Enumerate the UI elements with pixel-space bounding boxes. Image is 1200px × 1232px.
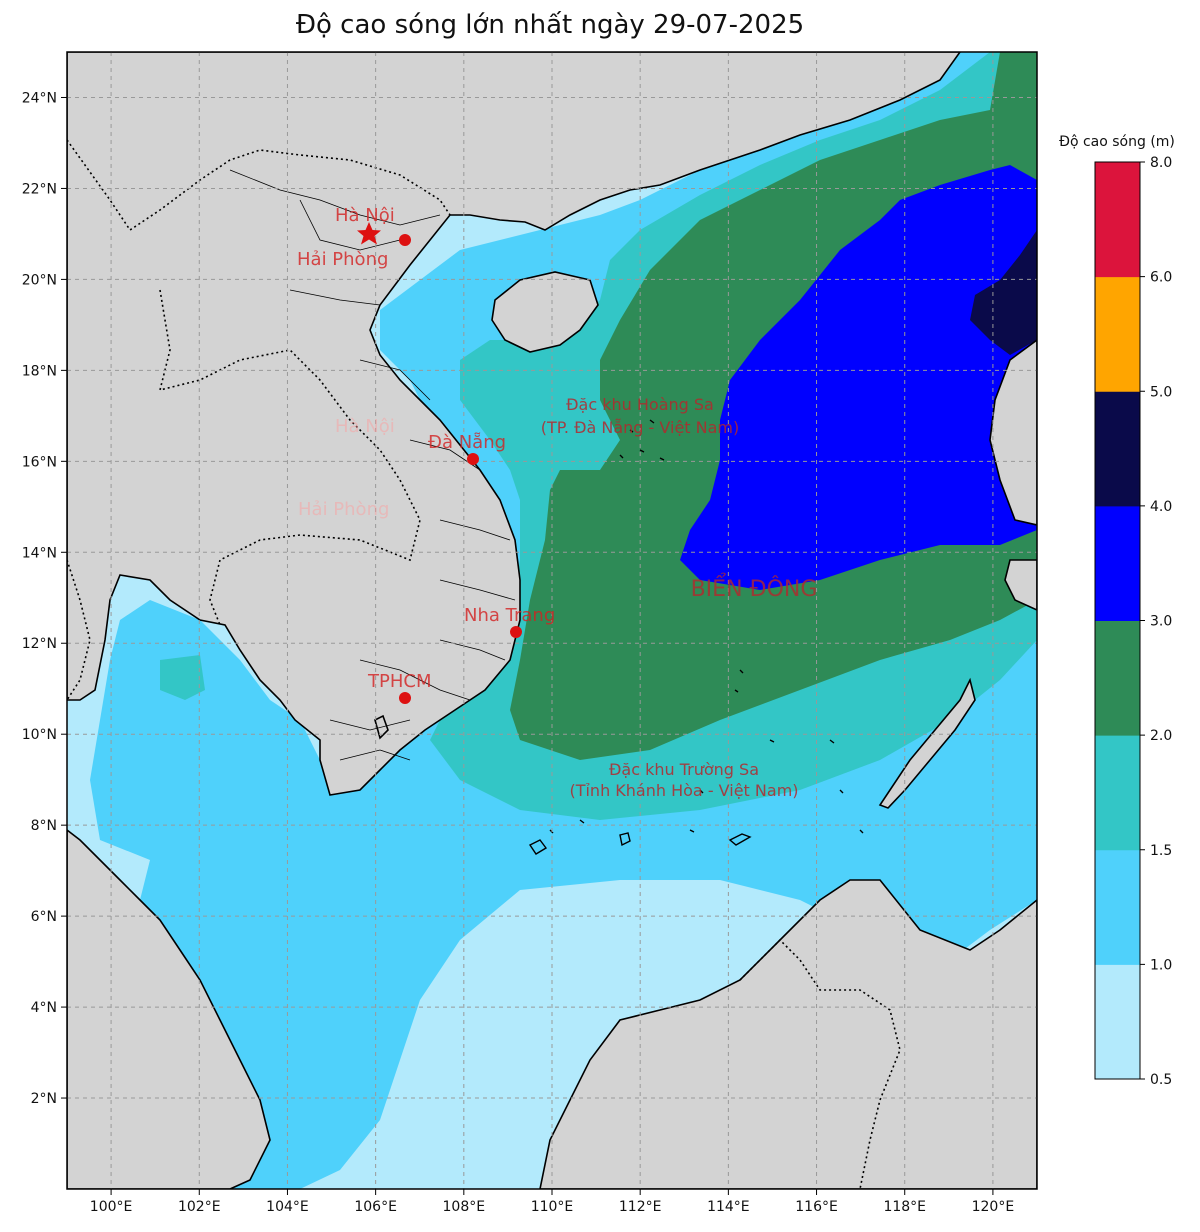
x-tick-label: 100°E	[90, 1199, 133, 1215]
colorbar-tick-label: 2.0	[1150, 728, 1172, 744]
region-hoang-sa-line1: Đặc khu Hoàng Sa	[566, 395, 714, 414]
city-label-ha-noi: Hà Nội	[335, 205, 395, 226]
land-mindoro-palawan	[878, 677, 976, 809]
region-truong-sa-line1: Đặc khu Trường Sa	[609, 760, 759, 779]
dot-icon	[510, 626, 522, 638]
land-borneo	[539, 879, 1037, 1189]
land-malay-peninsula	[67, 828, 271, 1189]
y-tick-label: 10°N	[22, 727, 57, 743]
ghost-label-ha-noi: Hà Nội	[335, 416, 395, 437]
y-tick-label: 4°N	[31, 1000, 57, 1016]
colorbar-tick-label: 1.5	[1150, 843, 1172, 859]
colorbar-tick-label: 3.0	[1150, 614, 1172, 630]
y-tick-label: 24°N	[22, 90, 57, 106]
colorbar-segments	[1095, 162, 1140, 1080]
city-label-hai-phong: Hải Phòng	[297, 249, 388, 270]
y-tick-label: 12°N	[22, 636, 57, 652]
land-mainland	[67, 52, 961, 796]
city-label-nha-trang: Nha Trang	[464, 605, 555, 626]
city-label-da-nang: Đà Nẵng	[428, 432, 506, 453]
y-tick-label: 6°N	[31, 909, 57, 925]
colorbar-ticks: 0.5 1.0 1.5 2.0 3.0 4.0 5.0 6.0 8.0	[1140, 155, 1172, 1088]
ghost-label-hai-phong: Hải Phòng	[298, 499, 389, 520]
colorbar-tick-label: 1.0	[1150, 957, 1172, 973]
city-labels: Hà Nội Hải Phòng Đà Nẵng Nha Trang TPHCM	[297, 205, 555, 692]
dot-icon	[399, 692, 411, 704]
x-tick-label: 102°E	[178, 1199, 221, 1215]
colorbar-tick-label: 5.0	[1150, 384, 1172, 400]
sea-label-bien-dong: BIỂN ĐÔNG	[691, 574, 818, 602]
colorbar-title: Độ cao sóng (m)	[1059, 134, 1175, 150]
land-visayas	[1004, 559, 1037, 611]
region-hoang-sa-line2: (TP. Đà Nẵng - Việt Nam)	[541, 418, 740, 437]
y-tick-label: 22°N	[22, 181, 57, 197]
colorbar-segment	[1095, 505, 1140, 621]
y-tick-label: 8°N	[31, 818, 57, 834]
city-markers	[357, 222, 522, 704]
land-masses	[67, 52, 1037, 1189]
gridlines	[67, 52, 1037, 1189]
y-tick-label: 2°N	[31, 1091, 57, 1107]
y-tick-label: 16°N	[22, 454, 57, 470]
colorbar-segment	[1095, 849, 1140, 965]
colorbar-tick-label: 4.0	[1150, 499, 1172, 515]
x-tick-label: 112°E	[619, 1199, 662, 1215]
x-tick-label: 106°E	[354, 1199, 397, 1215]
colorbar-segment	[1095, 620, 1140, 736]
map-area	[67, 52, 1037, 1189]
colorbar-segment	[1095, 391, 1140, 507]
x-tick-label: 116°E	[795, 1199, 838, 1215]
colorbar-tick-label: 0.5	[1150, 1072, 1172, 1088]
map-title: Độ cao sóng lớn nhất ngày 29-07-2025	[295, 10, 805, 40]
wave-zone-4-5m	[970, 230, 1037, 355]
x-tick-label: 114°E	[707, 1199, 750, 1215]
dot-icon	[467, 453, 479, 465]
colorbar-tick-label: 8.0	[1150, 155, 1172, 171]
city-label-tphcm: TPHCM	[367, 671, 431, 692]
y-tick-label: 18°N	[22, 363, 57, 379]
wave-zone-3-4m	[680, 165, 1037, 590]
colorbar-tick-label: 6.0	[1150, 270, 1172, 286]
land-luzon	[989, 339, 1037, 526]
x-tick-label: 108°E	[443, 1199, 486, 1215]
star-icon	[357, 222, 381, 245]
x-tick-label: 120°E	[972, 1199, 1015, 1215]
border-lines	[67, 139, 901, 1189]
ghost-labels: Hà Nội Hải Phòng	[298, 416, 395, 520]
islands	[528, 419, 864, 855]
dot-icon	[399, 234, 411, 246]
region-labels: Đặc khu Hoàng Sa (TP. Đà Nẵng - Việt Nam…	[541, 395, 818, 800]
y-tick-label: 14°N	[22, 545, 57, 561]
colorbar: Độ cao sóng (m) 0.5 1.0 1.5 2.0 3.0 4.0 5.0 6.0…	[1059, 134, 1175, 1088]
colorbar-segment	[1095, 276, 1140, 392]
y-tick-label: 20°N	[22, 272, 57, 288]
x-tick-label: 110°E	[531, 1199, 574, 1215]
region-truong-sa-line2: (Tỉnh Khánh Hòa - Việt Nam)	[569, 781, 798, 800]
colorbar-segment	[1095, 162, 1140, 278]
colorbar-segment	[1095, 964, 1140, 1080]
axis-labels: 100°E 102°E 104°E 106°E 108°E 110°E 112°E 114°E…	[22, 90, 1014, 1215]
colorbar-segment	[1095, 735, 1140, 851]
x-tick-label: 104°E	[266, 1199, 309, 1215]
x-tick-label: 118°E	[883, 1199, 926, 1215]
land-hainan	[491, 271, 599, 353]
